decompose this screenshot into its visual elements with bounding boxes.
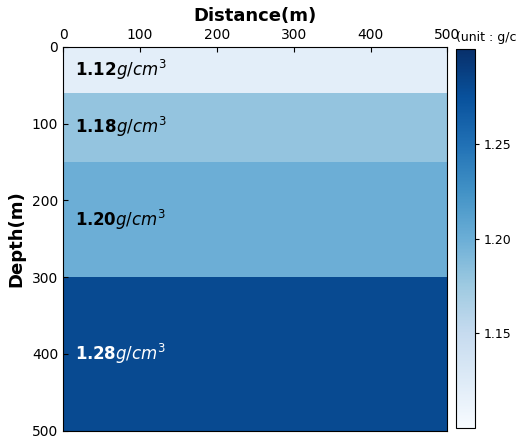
Bar (63, 47, 447, 93)
Text: $\mathbf{1.12}$$\mathit{g/cm}^{\mathit{3}}$: $\mathbf{1.12}$$\mathit{g/cm}^{\mathit{3… (74, 58, 166, 82)
Text: (unit : g/cm3): (unit : g/cm3) (455, 31, 517, 44)
Y-axis label: Depth(m): Depth(m) (7, 190, 25, 287)
X-axis label: Distance(m): Distance(m) (194, 7, 317, 25)
Text: $\mathbf{1.20}$$\mathit{g/cm}^{\mathit{3}}$: $\mathbf{1.20}$$\mathit{g/cm}^{\mathit{3… (74, 207, 166, 231)
Text: $\mathbf{1.28}$$\mathit{g/cm}^{\mathit{3}}$: $\mathbf{1.28}$$\mathit{g/cm}^{\mathit{3… (74, 342, 166, 366)
Text: $\mathbf{1.18}$$\mathit{g/cm}^{\mathit{3}}$: $\mathbf{1.18}$$\mathit{g/cm}^{\mathit{3… (74, 116, 166, 140)
Bar (63, 277, 447, 430)
Bar (63, 93, 447, 162)
Bar (63, 162, 447, 277)
